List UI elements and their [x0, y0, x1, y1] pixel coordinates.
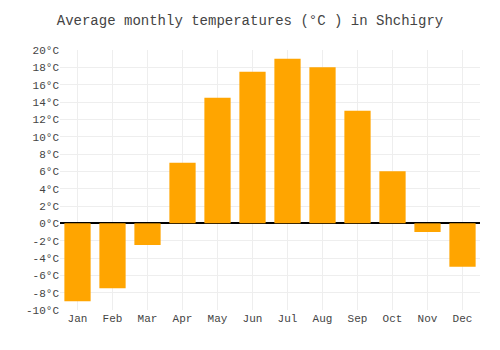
svg-text:Mar: Mar [138, 313, 158, 325]
svg-text:12°C: 12°C [33, 114, 60, 126]
svg-text:0°C: 0°C [39, 218, 59, 230]
svg-text:Aug: Aug [313, 313, 333, 325]
svg-text:-6°C: -6°C [33, 270, 60, 282]
svg-text:16°C: 16°C [33, 80, 60, 92]
svg-text:Dec: Dec [453, 313, 473, 325]
svg-text:Jan: Jan [68, 313, 88, 325]
svg-text:-4°C: -4°C [33, 253, 60, 265]
svg-text:-2°C: -2°C [33, 236, 60, 248]
svg-text:-10°C: -10°C [26, 305, 59, 317]
svg-text:Nov: Nov [418, 313, 438, 325]
svg-text:-8°C: -8°C [33, 288, 60, 300]
svg-text:Feb: Feb [103, 313, 123, 325]
svg-text:May: May [208, 313, 228, 325]
svg-text:6°C: 6°C [39, 166, 59, 178]
svg-text:Jun: Jun [243, 313, 263, 325]
svg-text:10°C: 10°C [33, 132, 60, 144]
svg-text:Jul: Jul [278, 313, 298, 325]
svg-text:Average monthly temperatures (: Average monthly temperatures (°C ) in Sh… [57, 13, 443, 29]
svg-text:Apr: Apr [173, 313, 193, 325]
svg-text:20°C: 20°C [33, 45, 60, 57]
svg-text:4°C: 4°C [39, 184, 59, 196]
svg-text:Oct: Oct [383, 313, 403, 325]
svg-text:2°C: 2°C [39, 201, 59, 213]
svg-text:14°C: 14°C [33, 97, 60, 109]
svg-text:Sep: Sep [348, 313, 368, 325]
svg-text:18°C: 18°C [33, 62, 60, 74]
svg-text:8°C: 8°C [39, 149, 59, 161]
